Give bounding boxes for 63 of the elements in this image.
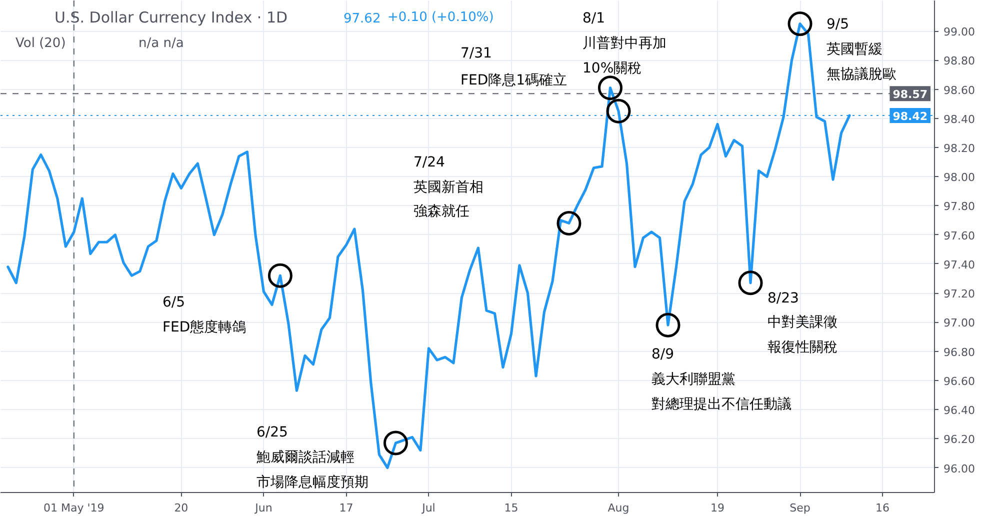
annotation: 無協議脫歐 — [826, 66, 896, 82]
x-tick-label: Aug — [608, 502, 630, 514]
y-tick-label: 97.60 — [944, 229, 975, 242]
annotation: +0.10 (+0.10%) — [388, 10, 494, 25]
y-tick-label: 96.80 — [944, 346, 975, 359]
x-tick-label: 01 May '19 — [44, 502, 104, 514]
y-tick-label: 98.00 — [944, 171, 975, 184]
point — [606, 98, 631, 124]
x-tick-label: 17 — [339, 502, 354, 514]
annotation: 川普對中再加 — [582, 34, 666, 52]
annotation: 強森就任 — [414, 204, 470, 220]
annotation: 97.62 — [344, 12, 381, 26]
point — [788, 12, 812, 36]
x-tick-label: Jun — [254, 502, 272, 514]
ref-line-label: 98.42 — [892, 110, 928, 123]
annotation: 9/5 — [826, 16, 850, 32]
annotation: 中對美課徵 — [768, 314, 838, 330]
annotation: 英國新首相 — [414, 180, 484, 196]
point — [556, 210, 582, 236]
y-tick-label: 96.60 — [944, 374, 975, 388]
y-tick-label: 99.00 — [944, 26, 975, 39]
x-tick-label: Sep — [790, 502, 810, 514]
annotation: 義大利聯盟黨 — [652, 372, 736, 388]
y-tick-label: 97.80 — [944, 200, 975, 214]
annotation: 8/23 — [768, 290, 799, 306]
annotation: 7/24 — [414, 154, 446, 170]
y-tick-label: 96.20 — [944, 433, 975, 446]
y-tick-label: 97.00 — [944, 316, 975, 330]
annotation: Vol (20) — [16, 36, 66, 51]
annotation: 市場降息幅度預期 — [256, 474, 368, 490]
annotation: FED降息1碼確立 — [460, 72, 568, 88]
y-tick-label: 96.40 — [944, 404, 975, 418]
x-tick-label: 15 — [504, 502, 518, 514]
y-tick-label: 98.80 — [944, 54, 975, 68]
point — [598, 76, 622, 100]
x-tick-label: 20 — [174, 502, 188, 514]
point — [383, 430, 408, 456]
annotation: 7/31 — [460, 46, 492, 62]
annotation: FED態度轉鴿 — [162, 320, 246, 336]
y-tick-label: 98.60 — [944, 84, 975, 97]
annotation: 8/1 — [582, 10, 606, 26]
point — [738, 270, 763, 296]
y-tick-label: 98.20 — [944, 142, 975, 156]
y-tick-label: 98.40 — [944, 112, 975, 126]
annotation: 鮑威爾談話減輕 — [256, 450, 354, 466]
annotation: n/a n/a — [138, 36, 184, 51]
annotation: 6/25 — [256, 424, 288, 440]
text: U.S. Dollar Currency Index · 1D — [54, 8, 288, 26]
y-tick-label: 97.40 — [944, 258, 975, 272]
x-tick-label: 16 — [876, 502, 890, 514]
annotation: 對總理提出不信任動議 — [652, 396, 792, 412]
ref-line-label: 98.57 — [892, 88, 928, 102]
annotation: 10%關稅 — [582, 60, 642, 76]
x-tick-label: Jul — [421, 502, 436, 514]
point — [656, 312, 680, 338]
y-tick-label: 96.00 — [944, 462, 975, 476]
annotation: 8/9 — [652, 346, 674, 362]
point — [268, 263, 292, 288]
annotation: 6/5 — [162, 294, 186, 310]
annotation: 英國暫緩 — [826, 42, 882, 58]
annotation: 報復性關稅 — [768, 340, 838, 356]
y-tick-label: 97.20 — [944, 288, 975, 301]
x-tick-label: 19 — [710, 502, 725, 514]
